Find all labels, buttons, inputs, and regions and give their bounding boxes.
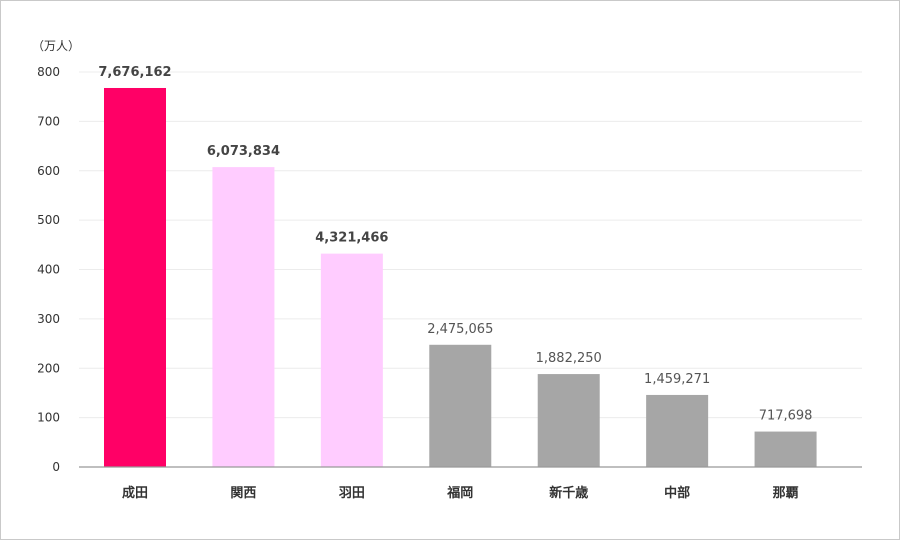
bar-6 <box>754 431 817 467</box>
bars <box>104 87 817 468</box>
y-tick-label-200: 200 <box>37 361 60 375</box>
data-labels: 7,676,162 6,073,834 4,321,466 2,475,065 1,88… <box>98 65 812 424</box>
bar-3 <box>429 344 492 467</box>
bar-0 <box>104 87 166 467</box>
bar-1 <box>212 167 275 468</box>
y-tick-label-0: 0 <box>52 460 60 474</box>
y-tick-label-600: 600 <box>37 164 60 178</box>
data-label-4: 1,882,250 <box>536 351 602 366</box>
y-tick-label-100: 100 <box>37 411 60 425</box>
data-label-0: 7,676,162 <box>98 65 171 80</box>
data-label-1: 6,073,834 <box>207 144 280 159</box>
bar-5 <box>646 394 709 467</box>
gridlines <box>79 71 862 419</box>
x-tick-label-0: 成田 <box>122 485 148 501</box>
y-tick-label-400: 400 <box>37 263 60 277</box>
y-tick-labels: 0 100 200 300 400 500 600 700 800 <box>37 65 60 474</box>
bar-4 <box>537 374 600 467</box>
x-tick-label-1: 関西 <box>230 486 256 501</box>
y-tick-label-800: 800 <box>37 65 60 79</box>
y-unit-label: （万人） <box>32 39 80 53</box>
bar-2 <box>320 253 383 467</box>
data-label-5: 1,459,271 <box>644 372 710 387</box>
y-tick-label-700: 700 <box>37 114 60 128</box>
x-tick-labels: 成田 関西 羽田 福岡 新千歳 中部 那覇 <box>122 485 799 501</box>
x-tick-label-3: 福岡 <box>446 485 473 501</box>
x-tick-label-2: 羽田 <box>339 486 365 501</box>
data-label-2: 4,321,466 <box>315 231 388 246</box>
y-tick-label-300: 300 <box>37 312 60 326</box>
data-label-3: 2,475,065 <box>427 322 493 337</box>
y-tick-label-500: 500 <box>37 213 60 227</box>
data-label-6: 717,698 <box>759 409 813 424</box>
x-tick-label-6: 那覇 <box>773 486 799 501</box>
x-tick-label-4: 新千歳 <box>549 485 588 501</box>
x-tick-label-5: 中部 <box>664 485 690 501</box>
